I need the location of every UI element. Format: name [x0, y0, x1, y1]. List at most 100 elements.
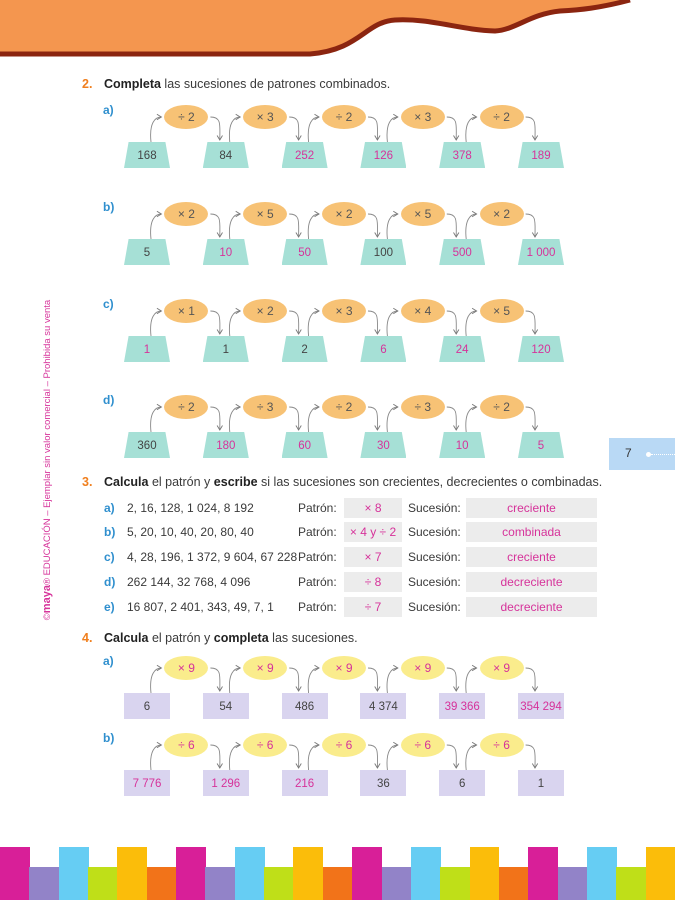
- footer-bar: [88, 867, 118, 900]
- footer-bar: [264, 867, 294, 900]
- footer-color-bars: [0, 847, 675, 900]
- operation-oval: ÷ 6: [400, 733, 445, 757]
- arrow: [150, 741, 163, 771]
- sequence-type-label: Sucesión:: [408, 550, 461, 564]
- footer-bar: [293, 847, 324, 900]
- answer-box[interactable]: 24: [439, 336, 486, 362]
- given-value-box: 1: [202, 336, 249, 362]
- sequence-text: 16 807, 2 401, 343, 49, 7, 1: [127, 600, 274, 614]
- operation-oval: ÷ 2: [479, 395, 524, 419]
- footer-bar: [528, 847, 559, 900]
- footer-bar: [381, 867, 412, 900]
- answer-box[interactable]: 10: [439, 432, 486, 458]
- sequence-arrows: [150, 307, 539, 337]
- answer-box[interactable]: 189: [518, 142, 564, 168]
- answer-box[interactable]: 1 296: [202, 770, 249, 796]
- answer-box[interactable]: 30: [360, 432, 407, 458]
- pattern-label: Patrón:: [298, 525, 337, 539]
- footer-bar: [469, 847, 500, 900]
- pattern-answer-field[interactable]: × 8: [344, 498, 402, 518]
- arrow: [446, 406, 460, 431]
- given-value-box: 360: [124, 432, 170, 458]
- pattern-answer-field[interactable]: ÷ 7: [344, 597, 402, 617]
- sequence-text: 5, 20, 10, 40, 20, 80, 40: [127, 525, 254, 539]
- arrow: [446, 116, 460, 141]
- answer-box[interactable]: 180: [202, 432, 249, 458]
- arrow: [386, 403, 399, 433]
- answer-box[interactable]: 6: [360, 336, 407, 362]
- sequence-type-answer-field[interactable]: creciente: [466, 547, 597, 567]
- arrow: [525, 744, 539, 769]
- pattern-answer-field[interactable]: × 4 y ÷ 2: [344, 522, 402, 542]
- arrow: [289, 744, 302, 769]
- arrow: [367, 116, 381, 141]
- operation-oval: ÷ 6: [479, 733, 524, 757]
- row-label: b): [103, 200, 115, 214]
- row-label: c): [103, 297, 114, 311]
- arrow: [465, 741, 478, 771]
- answer-box[interactable]: 50: [281, 239, 328, 265]
- row-label: b): [104, 525, 116, 539]
- arrow: [307, 741, 320, 771]
- operation-oval: × 9: [322, 656, 366, 680]
- sequence-arrows: [150, 113, 539, 143]
- answer-box[interactable]: 5: [518, 432, 564, 458]
- arrow: [210, 667, 223, 692]
- pattern-answer-field[interactable]: × 7: [344, 547, 402, 567]
- given-value-box: 84: [202, 142, 249, 168]
- instruction-verb: escribe: [213, 475, 258, 489]
- pattern-row: d) 262 144, 32 768, 4 096 Patrón: ÷ 8 Sucesi…: [0, 572, 675, 592]
- footer-bar: [29, 867, 60, 900]
- answer-box[interactable]: 252: [281, 142, 328, 168]
- answer-box[interactable]: 7 776: [124, 770, 170, 796]
- sequence-row: b) 5 10 50 100 500 1 000 × 2 × 5 × 2 × 5 × 2: [0, 200, 675, 268]
- sequence-row: d) 360 180 60 30 10 5 ÷ 2 ÷ 3 ÷ 2 ÷ 3 ÷ 2: [0, 393, 675, 461]
- operation-oval: × 5: [243, 202, 288, 226]
- arrow: [446, 213, 460, 238]
- sequence-type-answer-field[interactable]: decreciente: [466, 572, 597, 592]
- row-label: a): [104, 501, 115, 515]
- answer-box[interactable]: 378: [439, 142, 486, 168]
- sequence-arrows: [150, 741, 539, 771]
- sequence-row: a) 168 84 252 126 378 189 ÷ 2 × 3 ÷ 2 × 3 ÷ 2: [0, 103, 675, 171]
- given-value-box: 1: [518, 770, 564, 796]
- sequence-type-answer-field[interactable]: combinada: [466, 522, 597, 542]
- answer-box[interactable]: 60: [281, 432, 328, 458]
- operation-oval: × 9: [400, 656, 445, 680]
- pattern-row: c) 4, 28, 196, 1 372, 9 604, 67 228 Patrón…: [0, 547, 675, 567]
- pattern-answer-field[interactable]: ÷ 8: [344, 572, 402, 592]
- sequence-type-answer-field[interactable]: creciente: [466, 498, 597, 518]
- answer-box[interactable]: 1: [124, 336, 170, 362]
- operation-oval: ÷ 2: [479, 105, 524, 129]
- instruction-verb: Completa: [104, 77, 161, 91]
- answer-box[interactable]: 126: [360, 142, 407, 168]
- pattern-label: Patrón:: [298, 550, 337, 564]
- operation-oval: ÷ 6: [322, 733, 366, 757]
- sequence-type-answer-field[interactable]: decreciente: [466, 597, 597, 617]
- arrow: [386, 113, 399, 143]
- answer-box[interactable]: 354 294: [518, 693, 564, 719]
- answer-box[interactable]: 10: [202, 239, 249, 265]
- page-tab-dot: [646, 452, 651, 457]
- arrow: [386, 210, 399, 240]
- answer-box[interactable]: 1 000: [518, 239, 564, 265]
- answer-box[interactable]: 500: [439, 239, 486, 265]
- operation-oval: × 4: [400, 299, 445, 323]
- footer-bar: [616, 867, 647, 900]
- footer-bar: [557, 867, 588, 900]
- row-label: a): [103, 103, 114, 117]
- pattern-row: a) 2, 16, 128, 1 024, 8 192 Patrón: × 8 Suce…: [0, 498, 675, 518]
- answer-box[interactable]: 120: [518, 336, 564, 362]
- sequence-row: b) 7 776 1 296 216 36 6 1 ÷ 6 ÷ 6 ÷ 6 ÷ 6 ÷ 6: [0, 731, 675, 799]
- exercise-number: 4.: [82, 631, 93, 645]
- answer-box[interactable]: 39 366: [439, 693, 486, 719]
- arrow: [228, 664, 242, 694]
- arrow: [150, 664, 163, 694]
- row-label: c): [104, 550, 115, 564]
- given-value-box: 486: [281, 693, 328, 719]
- answer-box[interactable]: 216: [281, 770, 328, 796]
- page-number-tab: 7: [609, 438, 675, 470]
- instruction-verb: Calcula: [104, 475, 149, 489]
- pattern-row: e) 16 807, 2 401, 343, 49, 7, 1 Patrón: ÷ 7…: [0, 597, 675, 617]
- arrow: [289, 667, 302, 692]
